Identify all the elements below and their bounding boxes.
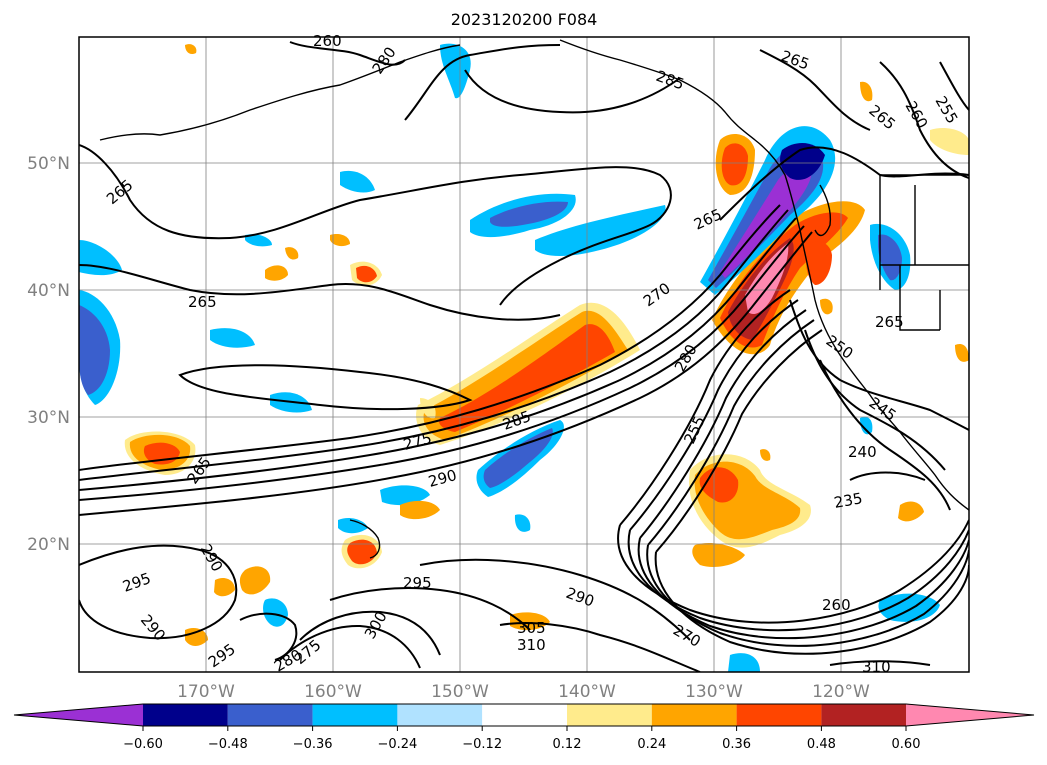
colorbar-extend-left: [14, 704, 143, 726]
shaded-fields: [79, 43, 969, 672]
lon-label-140w: 140°W: [558, 682, 616, 702]
lon-label-120w: 120°W: [812, 682, 870, 702]
contour-label: 295: [403, 574, 432, 592]
colorbar-tick-label: 0.48: [807, 737, 836, 752]
lon-label-130w: 130°W: [685, 682, 743, 702]
colorbar-segment: [143, 704, 228, 726]
colorbar-tick-label: 0.60: [892, 737, 921, 752]
contour-label-layer: 260 265 265 265 260 255 265 265 270 280 …: [103, 32, 961, 676]
colorbar-segment: [821, 704, 907, 726]
colorbar-tick-label: 0.12: [553, 737, 582, 752]
map-frame: [78, 36, 970, 673]
latitude-labels: 50°N 40°N 30°N 20°N: [27, 154, 70, 555]
lat-label-30n: 30°N: [27, 408, 70, 428]
lat-label-40n: 40°N: [27, 281, 70, 301]
contour-label: 260: [822, 596, 851, 614]
colorbar-tick-label: −0.24: [377, 737, 417, 752]
contour-label: 235: [833, 489, 864, 512]
colorbar-segment: [312, 704, 398, 726]
colorbar-tick-label: −0.60: [123, 737, 163, 752]
colorbar-segment: [736, 704, 822, 726]
colorbar-segment: [651, 704, 737, 726]
contour-label: 265: [875, 313, 904, 331]
lon-label-170w: 170°W: [177, 682, 235, 702]
contour-label: 310: [862, 658, 891, 676]
contour-label: 240: [848, 443, 877, 461]
contour-label: 310: [517, 636, 546, 654]
contour-label: 265: [188, 293, 217, 311]
colorbar-tick-label: 0.24: [637, 737, 666, 752]
contour-label: 305: [517, 619, 546, 637]
map-content: [79, 37, 969, 672]
colorbar-tick-label: 0.36: [722, 737, 751, 752]
contour-label: 260: [313, 32, 342, 50]
lat-label-20n: 20°N: [27, 535, 70, 555]
colorbar-tick-label: −0.36: [293, 737, 333, 752]
lon-label-160w: 160°W: [304, 682, 362, 702]
lon-label-150w: 150°W: [431, 682, 489, 702]
colorbar-segment: [227, 704, 313, 726]
lat-label-50n: 50°N: [27, 154, 70, 174]
colorbar-tick-labels: −0.60 −0.48 −0.36 −0.24 −0.12 0.12 0.24 …: [123, 737, 920, 752]
contour-lines: [79, 41, 969, 672]
colorbar: −0.60 −0.48 −0.36 −0.24 −0.12 0.12 0.24 …: [13, 703, 1035, 752]
figure-title: 2023120200 F084: [451, 10, 598, 29]
colorbar-extend-right: [906, 704, 1034, 726]
map-panel: 260 265 265 265 260 255 265 265 270 280 …: [27, 32, 970, 702]
colorbar-tick-label: −0.12: [462, 737, 502, 752]
colorbar-tick-label: −0.48: [208, 737, 248, 752]
colorbar-ticks: [142, 726, 907, 731]
colorbar-segment: [567, 704, 652, 726]
colorbar-segment: [482, 704, 567, 726]
colorbar-segment: [397, 704, 483, 726]
longitude-labels: 170°W 160°W 150°W 140°W 130°W 120°W: [177, 682, 870, 702]
coastline: [99, 39, 969, 559]
